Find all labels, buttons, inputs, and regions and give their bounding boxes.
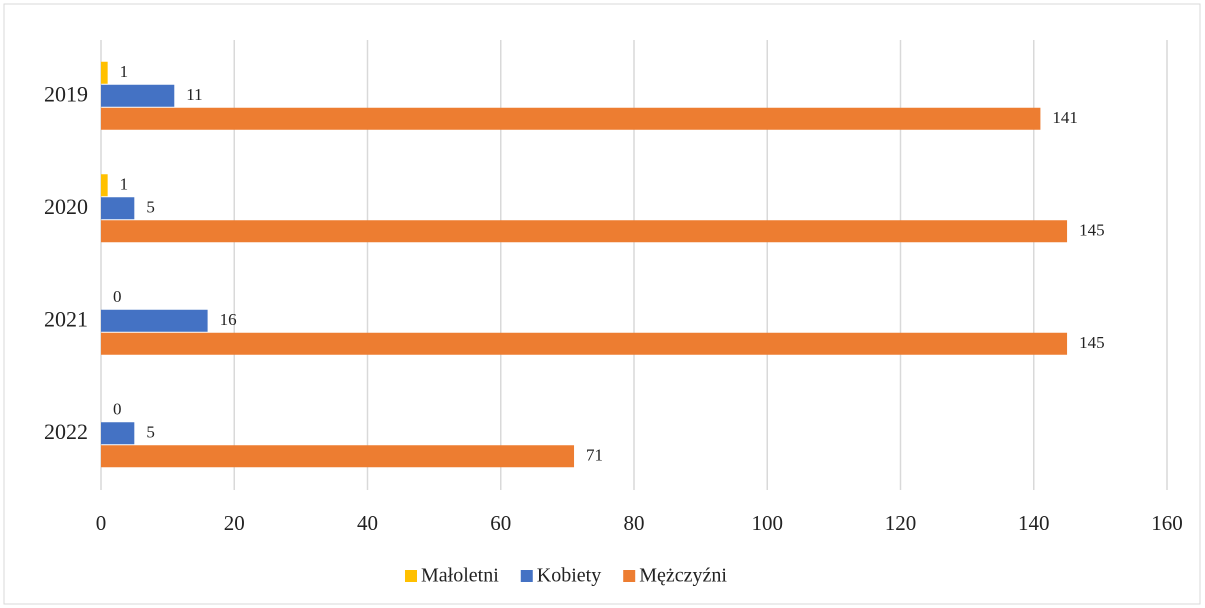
x-tick-label: 140: [1018, 511, 1050, 535]
y-tick-label: 2021: [44, 306, 88, 331]
bar: [101, 332, 1068, 355]
y-tick-label: 2019: [44, 81, 88, 106]
data-label: 16: [220, 310, 237, 329]
data-label: 1: [120, 175, 129, 194]
bar: [101, 61, 108, 84]
bar: [101, 84, 175, 107]
chart-frame: [3, 3, 1201, 605]
data-label: 5: [146, 198, 155, 217]
bar: [101, 174, 108, 197]
x-tick-label: 100: [752, 511, 784, 535]
bar: [101, 309, 208, 332]
legend-swatch: [405, 570, 417, 582]
x-tick-label: 60: [490, 511, 511, 535]
data-label: 0: [113, 400, 122, 419]
x-tick-label: 20: [224, 511, 245, 535]
bar: [101, 220, 1068, 243]
y-tick-label: 2022: [44, 419, 88, 444]
legend-label: Mężczyźni: [639, 565, 727, 587]
bar: [101, 445, 575, 468]
data-label: 145: [1079, 333, 1105, 352]
y-tick-label: 2020: [44, 194, 88, 219]
data-label: 71: [586, 446, 603, 465]
legend-swatch: [623, 570, 636, 582]
data-label: 141: [1052, 108, 1078, 127]
data-label: 1: [120, 62, 129, 81]
data-label: 11: [186, 85, 202, 104]
x-tick-label: 160: [1151, 511, 1183, 535]
data-label: 0: [113, 287, 122, 306]
legend-label: Małoletni: [421, 565, 499, 587]
x-tick-label: 80: [624, 511, 645, 535]
x-tick-label: 40: [357, 511, 378, 535]
bar: [101, 107, 1041, 130]
x-tick-label: 0: [96, 511, 107, 535]
data-label: 145: [1079, 221, 1105, 240]
legend-swatch: [520, 570, 533, 582]
x-tick-label: 120: [885, 511, 917, 535]
bar: [101, 197, 135, 220]
data-label: 5: [146, 423, 155, 442]
legend-label: Kobiety: [537, 565, 601, 587]
bar: [101, 422, 135, 445]
